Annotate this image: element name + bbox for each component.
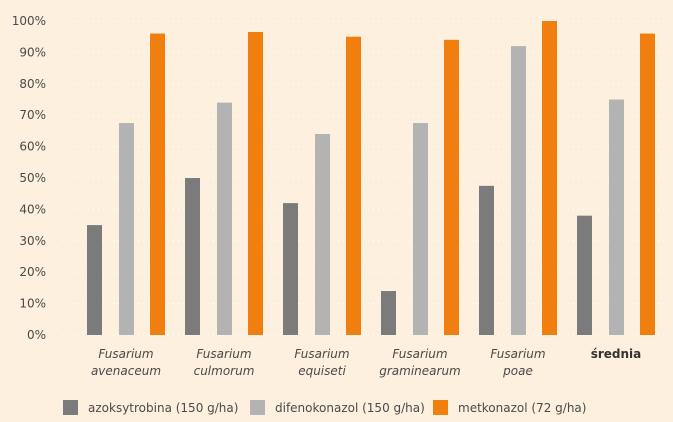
x-tick-label: Fusarium [392, 347, 447, 361]
x-tick-label: avenaceum [91, 364, 161, 378]
bar [413, 123, 428, 335]
legend-label: azoksytrobina (150 g/ha) [88, 401, 238, 415]
bar [119, 123, 134, 335]
y-tick-label: 40% [19, 202, 46, 216]
bar [609, 100, 624, 336]
bar [479, 186, 494, 335]
y-tick-label: 20% [19, 265, 46, 279]
legend: azoksytrobina (150 g/ha) difenokonazol (1… [63, 400, 586, 415]
bar [542, 21, 557, 335]
bar [217, 103, 232, 335]
x-tick-label: Fusarium [98, 347, 153, 361]
x-tick-label: Fusarium [196, 347, 251, 361]
y-tick-label: 70% [19, 108, 46, 122]
x-tick-label: średnia [591, 347, 642, 361]
y-tick-label: 80% [19, 77, 46, 91]
bar [511, 46, 526, 335]
y-tick-label: 10% [19, 297, 46, 311]
bars [87, 21, 655, 335]
bar [315, 134, 330, 335]
bar [87, 225, 102, 335]
bar [381, 291, 396, 335]
y-tick-label: 100% [12, 14, 46, 28]
y-tick-label: 30% [19, 234, 46, 248]
x-tick-label: poae [502, 364, 533, 378]
legend-swatch [63, 400, 78, 415]
y-tick-label: 50% [19, 171, 46, 185]
bar [248, 32, 263, 335]
bar [346, 37, 361, 335]
x-tick-label: graminearum [379, 364, 461, 378]
legend-swatch [433, 400, 448, 415]
legend-swatch [250, 400, 265, 415]
legend-label: metkonazol (72 g/ha) [458, 401, 586, 415]
x-axis-labels: Fusarium avenaceum Fusarium culmorum Fusariu… [91, 347, 641, 378]
y-tick-label: 90% [19, 45, 46, 59]
x-tick-label: culmorum [194, 364, 255, 378]
bar [444, 40, 459, 335]
x-tick-label: equiseti [298, 364, 346, 378]
x-tick-label: Fusarium [294, 347, 349, 361]
x-tick-label: Fusarium [490, 347, 545, 361]
bar [283, 203, 298, 335]
bar [150, 34, 165, 335]
bar [185, 178, 200, 335]
y-axis-ticks: 0% 10% 20% 30% 40% 50% 60% 70% 80% 90% 100% [12, 14, 46, 342]
bar [577, 216, 592, 335]
y-tick-label: 0% [27, 328, 46, 342]
legend-label: difenokonazol (150 g/ha) [275, 401, 425, 415]
bar [640, 34, 655, 335]
y-tick-label: 60% [19, 140, 46, 154]
